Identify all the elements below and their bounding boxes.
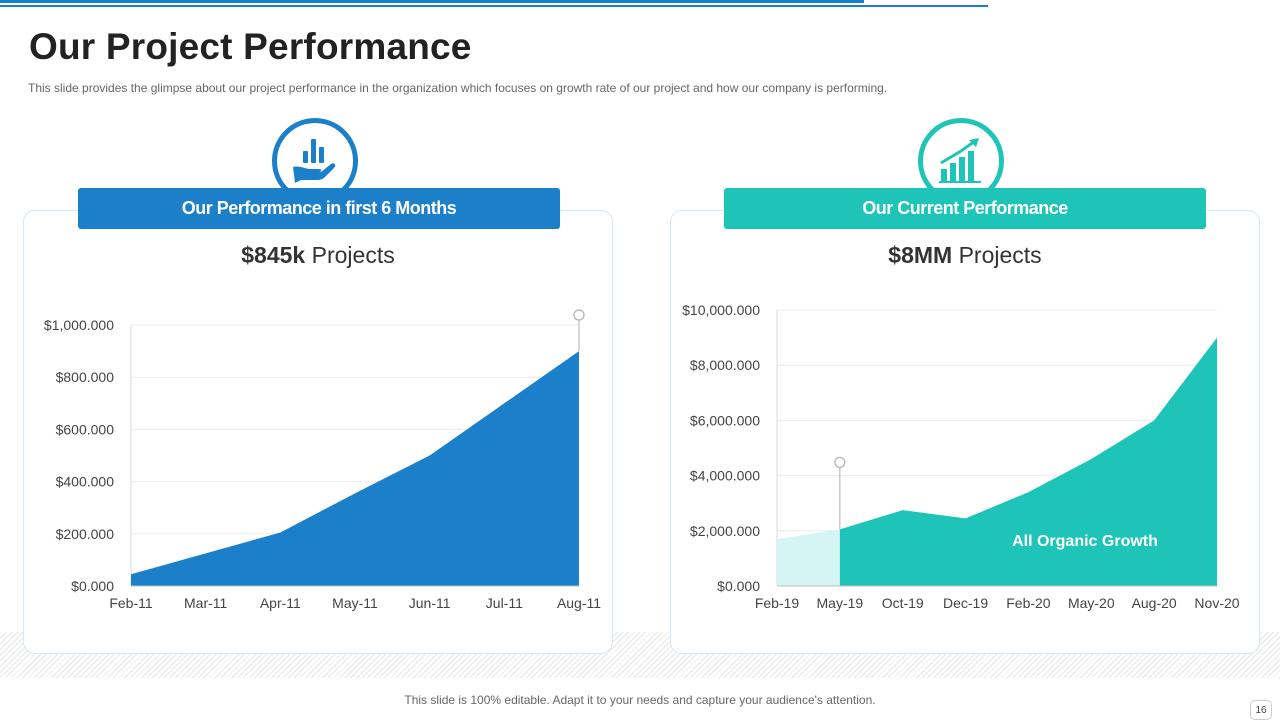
left-y-tick-label: $0.000 (71, 578, 114, 594)
right-card-banner: Our Current Performance (724, 188, 1206, 229)
right-x-tick-label: May-19 (817, 595, 864, 611)
left-x-tick-label: May-11 (332, 595, 378, 611)
right-x-tick-label: Oct-19 (882, 595, 924, 611)
growth-bar-chart-icon (939, 138, 981, 183)
left-x-tick-label: Aug-11 (557, 595, 601, 611)
right-y-tick-label: $4,000.000 (690, 468, 760, 484)
right-x-tick-label: Nov-20 (1194, 595, 1239, 611)
left-card-banner: Our Performance in first 6 Months (78, 188, 560, 229)
left-y-tick-label: $800.000 (56, 369, 115, 385)
right-area-series (839, 337, 1217, 586)
right-y-tick-label: $0.000 (717, 578, 760, 594)
right-y-tick-label: $8,000.000 (690, 357, 760, 373)
left-headline-value: $845k (241, 242, 306, 268)
left-x-tick-label: Feb-11 (109, 595, 153, 611)
left-area-series (131, 351, 579, 586)
hand-bar-chart-icon (293, 139, 336, 183)
top-accent-bar (0, 0, 864, 3)
right-x-tick-label: Feb-19 (755, 595, 800, 611)
left-x-tick-label: Jun-11 (409, 595, 451, 611)
right-chart-annotation: All Organic Growth (1012, 533, 1158, 550)
left-headline-label: Projects (305, 242, 395, 268)
right-x-tick-label: Dec-19 (943, 595, 988, 611)
right-card-headline: $8MM Projects (670, 242, 1260, 269)
right-x-tick-label: Feb-20 (1006, 595, 1051, 611)
right-x-tick-label: May-20 (1068, 595, 1115, 611)
top-accent-line (0, 5, 988, 7)
left-x-tick-label: Jul-11 (486, 595, 523, 611)
left-y-tick-label: $1,000.000 (44, 317, 114, 333)
page-title: Our Project Performance (29, 26, 472, 67)
left-card-headline: $845k Projects (23, 242, 613, 269)
page-subtitle: This slide provides the glimpse about ou… (28, 81, 888, 95)
right-marker-dot (834, 456, 846, 469)
right-y-tick-label: $2,000.000 (690, 523, 760, 539)
right-headline-label: Projects (952, 242, 1042, 268)
page-number: 16 (1250, 700, 1272, 720)
left-y-tick-label: $400.000 (56, 474, 115, 490)
right-area-pre-highlight (777, 529, 840, 586)
right-y-tick-label: $6,000.000 (690, 412, 760, 428)
right-y-tick-label: $10,000.000 (682, 302, 760, 318)
left-x-tick-label: Apr-11 (260, 595, 301, 611)
right-x-tick-label: Aug-20 (1132, 595, 1177, 611)
footer-note: This slide is 100% editable. Adapt it to… (404, 693, 876, 707)
left-x-tick-label: Mar-11 (184, 595, 228, 611)
left-marker-dot (573, 309, 585, 321)
left-y-tick-label: $200.000 (56, 526, 115, 542)
right-headline-value: $8MM (888, 242, 953, 268)
left-y-tick-label: $600.000 (56, 421, 115, 437)
